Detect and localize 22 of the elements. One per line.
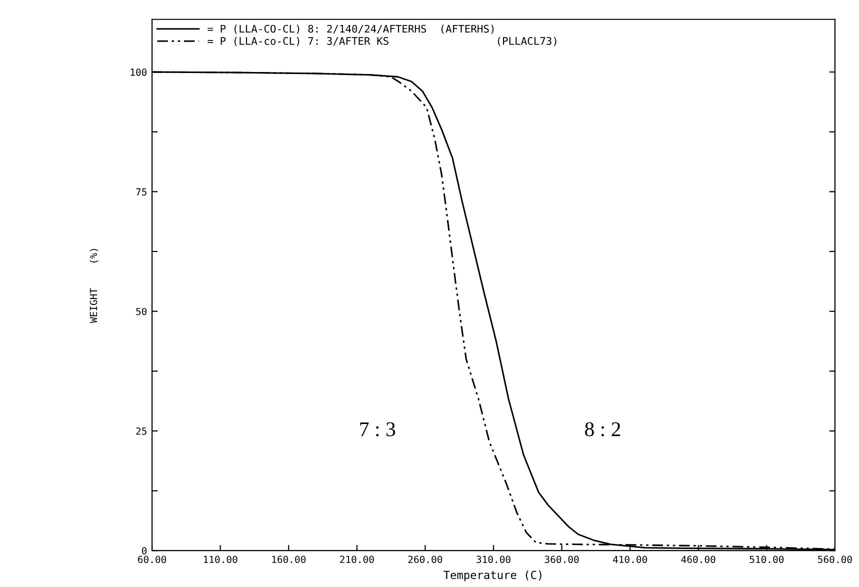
y-tick-label: 0 [142, 547, 147, 554]
legend-label: = P (LLA-co-CL) 7: 3/AFTER KS (PLLACL73) [208, 36, 556, 46]
y-tick-label: 50 [136, 308, 147, 316]
y-tick-label: 100 [130, 68, 147, 76]
annotation: 7 : 3 [360, 422, 396, 436]
x-tick-label: 110.00 [204, 556, 238, 564]
y-axis-title: WEIGHT (%) [90, 248, 98, 324]
y-tick-label: 25 [136, 427, 146, 435]
x-tick-label: 160.00 [272, 556, 306, 564]
x-axis-title: Temperature (C) [444, 570, 542, 582]
x-tick-label: 60.00 [138, 556, 166, 564]
y-tick-label: 75 [136, 188, 146, 196]
x-tick-label: 260.00 [408, 556, 442, 564]
x-tick-label: 410.00 [613, 556, 648, 564]
x-tick-label: 210.00 [340, 556, 374, 564]
x-tick-label: 510.00 [750, 556, 784, 564]
legend-label: = P (LLA-CO-CL) 8: 2/140/24/AFTERHS (AFTERHS) [208, 24, 494, 34]
annotation: 8 : 2 [585, 422, 620, 436]
x-tick-label: 310.00 [476, 556, 510, 564]
x-tick-label: 360.00 [544, 556, 579, 564]
x-tick-label: 460.00 [681, 556, 716, 564]
x-tick-label: 560.00 [818, 556, 852, 564]
